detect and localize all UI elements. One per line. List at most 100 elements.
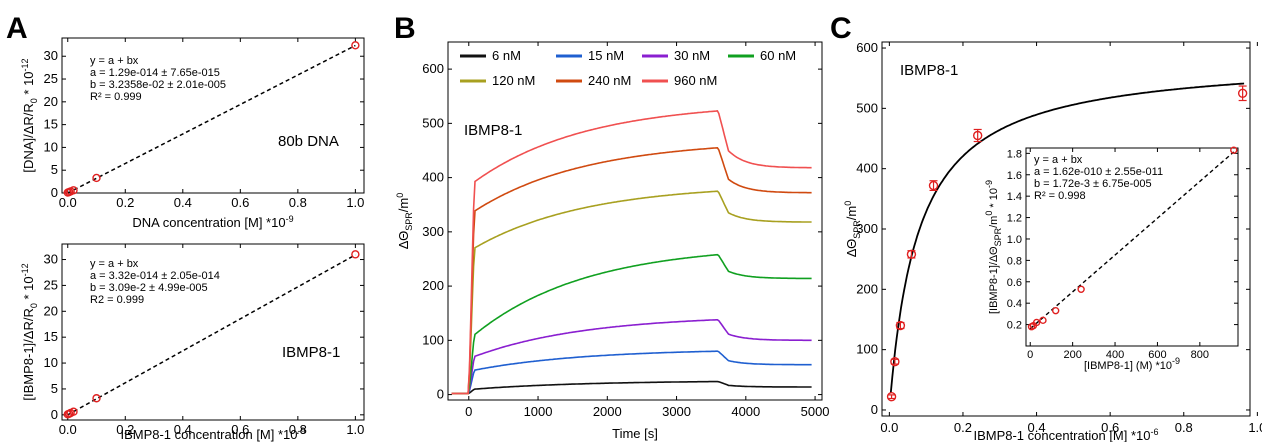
c-data-point bbox=[972, 130, 983, 141]
a2-data-point bbox=[351, 250, 360, 259]
c-ytick-label: 500 bbox=[856, 100, 878, 115]
c-xtick-label: 0.2 bbox=[954, 420, 972, 435]
b-ytick-label: 200 bbox=[422, 278, 444, 293]
a2-xtick-label: 0.4 bbox=[174, 422, 192, 437]
a1-fit-text: y = a + bx bbox=[90, 55, 139, 67]
c-data-point bbox=[928, 180, 939, 191]
a2-data-point bbox=[69, 407, 78, 416]
c-inset-xtick-label: 800 bbox=[1191, 349, 1209, 361]
a1-fit-text: a = 1.29e-014 ± 7.65e-015 bbox=[90, 67, 220, 79]
c-inset-fit-text: y = a + bx bbox=[1034, 154, 1083, 166]
a1-xtick-label: 0.8 bbox=[289, 195, 307, 210]
b-series-line-240-nM bbox=[451, 146, 812, 395]
chart-layer: 0.0 0.2 0.4 0.6 0.8 1.0 0 5 10 15 20 25 30 y = a + bx… bbox=[20, 37, 1262, 442]
a2-ytick-label: 5 bbox=[51, 381, 58, 396]
c-inset-xtick-label: 0 bbox=[1027, 349, 1033, 361]
a1-fit-line bbox=[67, 44, 356, 194]
c-inset-xtick-label: 400 bbox=[1106, 349, 1124, 361]
b-series-line-30-nM bbox=[451, 318, 812, 395]
a2-fit-text: a = 3.32e-014 ± 2.05e-014 bbox=[90, 270, 220, 282]
b-legend-label: 240 nM bbox=[588, 73, 631, 88]
b-series-line-960-nM bbox=[451, 110, 812, 395]
c-inset-fit-text: R² = 0.998 bbox=[1034, 190, 1086, 202]
b-xtick-label: 3000 bbox=[662, 404, 691, 419]
c-inset-ytick-label: 0.2 bbox=[1007, 320, 1022, 332]
c-inset-xtick-label: 600 bbox=[1148, 349, 1166, 361]
c-inset-data-point bbox=[1230, 146, 1238, 154]
c-data-point bbox=[1237, 88, 1248, 98]
a2-xtick-label: 0.6 bbox=[231, 422, 249, 437]
c-ytick-label: 0 bbox=[871, 402, 878, 417]
b-legend-label: 15 nM bbox=[588, 48, 624, 63]
c-inset-data-point bbox=[1077, 285, 1085, 293]
b-ytick-label: 0 bbox=[437, 387, 444, 402]
a2-xtick-label: 1.0 bbox=[346, 422, 364, 437]
a2-ytick-label: 20 bbox=[44, 303, 58, 318]
c-data-point bbox=[895, 320, 906, 331]
b-series-line-15-nM bbox=[451, 350, 812, 395]
c-inset-ytick-label: 0.8 bbox=[1007, 255, 1022, 267]
a2-ytick-label: 15 bbox=[44, 329, 58, 344]
a1-ytick-label: 15 bbox=[44, 117, 58, 132]
c-ytick-label: 300 bbox=[856, 221, 878, 236]
panel-letter-b: B bbox=[394, 12, 416, 45]
b-frame bbox=[447, 41, 823, 401]
a1-frame bbox=[61, 37, 365, 194]
a2-panel-label: IBMP8-1 bbox=[282, 344, 340, 361]
c-inset-xtick-label: 200 bbox=[1063, 349, 1081, 361]
a2-xtick-label: 0.8 bbox=[289, 422, 307, 437]
a1-fit-text: b = 3.2358e-02 ± 2.01e-005 bbox=[90, 79, 226, 91]
c-inset-ytick-label: 0.6 bbox=[1007, 277, 1022, 289]
a1-panel-label: 80b DNA bbox=[278, 133, 339, 150]
panel-letter-c: C bbox=[830, 12, 852, 45]
a1-ytick-label: 30 bbox=[44, 48, 58, 63]
b-series-line-6-nM bbox=[451, 380, 812, 395]
a1-ytick-label: 0 bbox=[51, 185, 58, 200]
b-panel-label: IBMP8-1 bbox=[464, 122, 522, 139]
b-legend-label: 30 nM bbox=[674, 48, 710, 63]
c-xtick-label: 0.6 bbox=[1101, 420, 1119, 435]
c-inset-ytick-label: 0.4 bbox=[1007, 298, 1022, 310]
a2-y-axis-title: [IBMP8-1]/ΔR/R0 * 10-12 bbox=[20, 263, 39, 400]
b-ytick-label: 400 bbox=[422, 170, 444, 185]
c-ytick-label: 600 bbox=[856, 40, 878, 55]
c-inset-data-point bbox=[1051, 306, 1060, 315]
a1-data-point bbox=[69, 186, 78, 195]
a1-y-axis-title: [DNA]/ΔR/R0 * 10-12 bbox=[20, 58, 39, 172]
c-inset-fit-text: a = 1.62e-010 ± 2.55e-011 bbox=[1034, 166, 1163, 178]
b-ytick-label: 500 bbox=[422, 115, 444, 130]
c-inset-ytick-label: 1.4 bbox=[1007, 191, 1022, 203]
a1-xtick-label: 0.2 bbox=[116, 195, 134, 210]
a1-data-point bbox=[351, 41, 360, 50]
c-inset-ytick-label: 1.6 bbox=[1007, 170, 1022, 182]
b-xtick-label: 0 bbox=[465, 404, 472, 419]
a1-ytick-label: 5 bbox=[51, 162, 58, 177]
c-xtick-label: 0.8 bbox=[1175, 420, 1193, 435]
c-inset-data-point bbox=[1039, 316, 1047, 325]
b-ytick-label: 100 bbox=[422, 332, 444, 347]
c-inset-fit-line bbox=[1029, 151, 1235, 330]
c-panel-label: IBMP8-1 bbox=[900, 62, 958, 79]
b-xtick-label: 4000 bbox=[731, 404, 760, 419]
a2-fit-line bbox=[67, 254, 356, 416]
a2-xtick-label: 0.0 bbox=[59, 422, 77, 437]
a1-xtick-label: 1.0 bbox=[346, 195, 364, 210]
c-xtick-label: 1.0 bbox=[1248, 420, 1262, 435]
c-ytick-label: 200 bbox=[856, 281, 878, 296]
c-inset-y-axis-title: [IBMP8-1]/ΔΘSPR/m0 * 10-9 bbox=[984, 180, 1003, 314]
b-legend-label: 120 nM bbox=[492, 73, 535, 88]
c-ytick-label: 400 bbox=[856, 161, 878, 176]
a1-ytick-label: 10 bbox=[44, 139, 58, 154]
a2-xtick-label: 0.2 bbox=[116, 422, 134, 437]
a2-ytick-label: 25 bbox=[44, 277, 58, 292]
a1-xtick-label: 0.6 bbox=[231, 195, 249, 210]
b-legend-label: 60 nM bbox=[760, 48, 796, 63]
c-data-point bbox=[886, 391, 897, 402]
b-xtick-label: 2000 bbox=[593, 404, 622, 419]
c-ytick-label: 100 bbox=[856, 342, 878, 357]
c-inset-x-axis-title: [IBMP8-1] (M) *10-9 bbox=[1084, 356, 1180, 372]
b-xtick-label: 1000 bbox=[524, 404, 553, 419]
a2-ytick-label: 10 bbox=[44, 355, 58, 370]
a2-fit-text: b = 3.09e-2 ± 4.99e-005 bbox=[90, 282, 208, 294]
